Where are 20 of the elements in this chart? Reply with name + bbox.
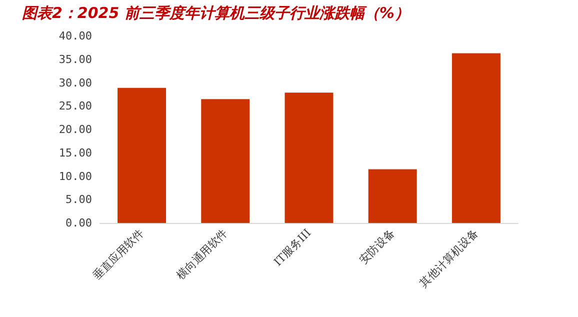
bar: [368, 169, 417, 223]
bar: [201, 99, 250, 223]
x-tick-label: IT服务III: [271, 226, 314, 269]
y-tick-label: 0.00: [66, 216, 92, 230]
y-tick-label: 5.00: [66, 193, 92, 206]
y-tick-label: 25.00: [58, 100, 92, 113]
y-tick-label: 15.00: [58, 146, 92, 160]
y-tick-label: 20.00: [58, 123, 92, 136]
y-tick-label: 40.00: [58, 30, 92, 42]
x-tick-label: 其他计算机设备: [417, 226, 481, 290]
x-tick-label: 垂直应用软件: [90, 226, 146, 282]
y-tick-label: 10.00: [58, 170, 92, 183]
bar: [452, 53, 500, 223]
x-tick-label: 安防设备: [356, 226, 398, 267]
bar: [118, 88, 166, 223]
x-tick-label: 横向通用软件: [174, 226, 230, 282]
y-tick-label: 35.00: [58, 52, 92, 66]
chart-title: 图表2：2025 前三季度年计算机三级子行业涨跌幅（%）: [22, 4, 410, 23]
y-tick-label: 30.00: [58, 76, 92, 90]
bar: [284, 92, 334, 223]
